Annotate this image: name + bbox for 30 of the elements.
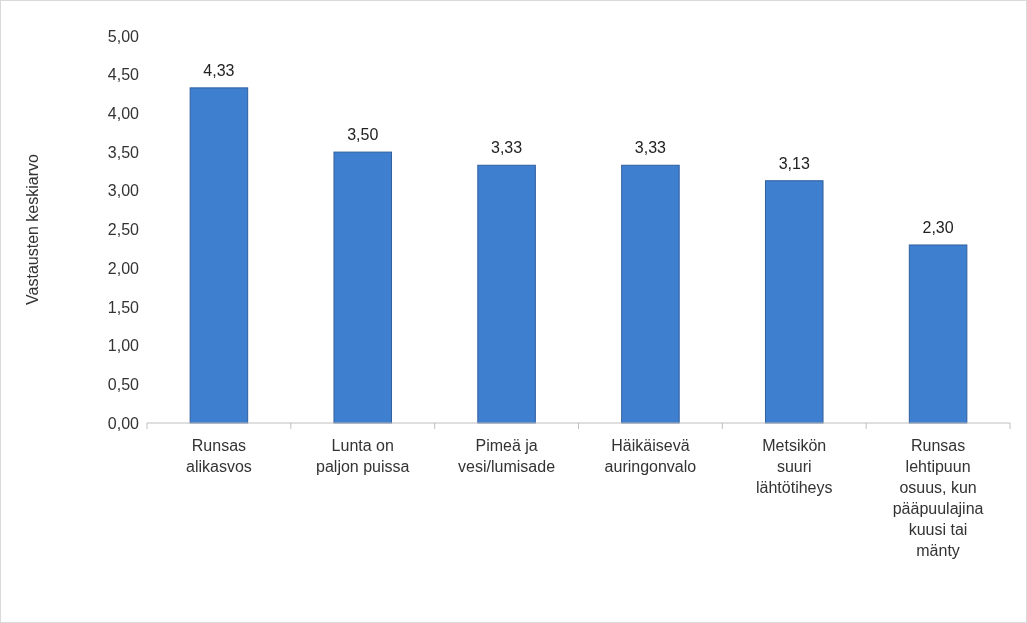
x-tick-label: Runsas alikasvos [186, 437, 252, 475]
y-tick-label: 0,00 [107, 414, 140, 432]
bar [333, 151, 393, 424]
y-tick-label: 0,50 [107, 375, 140, 393]
data-label: 4,33 [203, 61, 235, 79]
y-axis-title: Vastausten keskiarvo [24, 153, 41, 305]
data-label: 2,30 [922, 218, 954, 236]
data-label: 3,33 [634, 139, 667, 157]
bar [621, 164, 680, 424]
y-tick-label: 2,50 [107, 221, 140, 239]
bar [908, 244, 968, 424]
x-tick-label: Häikäisevä auringonvalo [604, 437, 697, 475]
bar [477, 164, 536, 424]
y-tick-label: 4,50 [107, 66, 140, 84]
data-label: 3,33 [491, 139, 523, 157]
x-tick-label: Metsikön suuri lähtötiheys [756, 437, 833, 496]
y-tick-label: 1,50 [107, 298, 140, 316]
x-tick-label: Pimeä ja vesi/lumisade [458, 437, 556, 475]
data-label: 3,13 [778, 154, 810, 172]
y-tick-label: 2,00 [107, 259, 140, 277]
x-tick-label: Lunta on paljon puissa [316, 437, 410, 475]
bar [764, 180, 824, 424]
y-tick-label: 3,00 [107, 182, 140, 200]
bar [189, 87, 249, 424]
y-tick-label: 3,50 [107, 143, 140, 161]
x-tick-label: Runsas lehtipuun osuus, kun pääpuulajina kuusi tai mänty [892, 437, 984, 559]
data-label: 3,50 [347, 126, 379, 144]
y-tick-label: 4,00 [107, 105, 140, 122]
y-tick-label: 5,00 [107, 27, 140, 45]
y-tick-label: 1,00 [107, 337, 140, 355]
